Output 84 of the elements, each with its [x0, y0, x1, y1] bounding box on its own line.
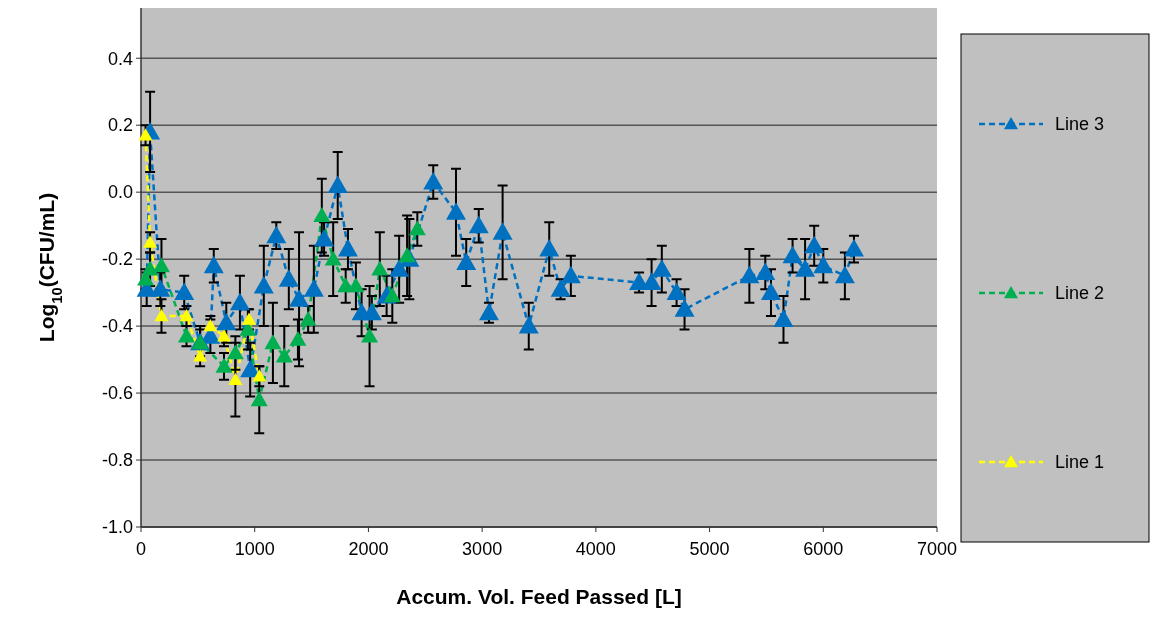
x-tick-label: 3000 — [462, 539, 503, 559]
point — [518, 316, 539, 334]
x-tick-label: 5000 — [689, 539, 730, 559]
point — [242, 312, 257, 325]
point — [468, 215, 489, 234]
point — [193, 349, 208, 362]
point — [179, 309, 194, 322]
y-tick-label: -0.2 — [101, 249, 133, 270]
point — [674, 299, 695, 317]
point — [289, 330, 307, 346]
point — [478, 302, 499, 321]
point — [177, 327, 195, 343]
point — [216, 312, 237, 331]
point — [174, 282, 195, 301]
point — [398, 247, 416, 263]
point — [203, 255, 224, 274]
point — [264, 334, 282, 350]
y-tick-label: 0.0 — [107, 182, 133, 203]
point — [299, 310, 317, 326]
point — [389, 259, 410, 277]
point — [560, 265, 581, 284]
point — [337, 239, 358, 257]
point — [843, 239, 864, 257]
point — [327, 175, 348, 193]
y-tick-label: -0.8 — [101, 450, 133, 471]
point — [278, 269, 299, 287]
point — [215, 357, 233, 373]
point — [324, 250, 342, 266]
point — [143, 235, 158, 248]
point — [813, 255, 834, 274]
point — [834, 265, 855, 284]
point — [361, 302, 382, 321]
x-tick-label: 7000 — [916, 539, 958, 559]
point — [228, 372, 243, 385]
point — [408, 220, 426, 236]
point — [739, 265, 760, 284]
point — [773, 309, 794, 327]
point — [550, 279, 571, 297]
legend-label: Line 1 — [1055, 452, 1105, 473]
point — [303, 279, 324, 297]
point — [361, 327, 379, 343]
point — [383, 287, 401, 303]
x-tick-label: 2000 — [348, 539, 389, 559]
y-tick-label: 0.2 — [107, 115, 133, 136]
point — [795, 259, 816, 277]
legend-label: Line 3 — [1055, 114, 1105, 135]
point — [141, 260, 159, 276]
point — [275, 347, 293, 363]
x-axis-title: Accum. Vol. Feed Passed [L] — [396, 585, 682, 608]
point — [217, 329, 232, 342]
point — [289, 289, 310, 307]
y-tick-label: 0.4 — [107, 48, 133, 69]
legend-label: Line 2 — [1055, 283, 1105, 304]
point — [782, 245, 803, 264]
point — [313, 207, 331, 222]
point — [760, 282, 781, 301]
point — [203, 319, 218, 332]
point — [666, 282, 687, 301]
point — [253, 275, 274, 294]
point — [804, 235, 825, 254]
point — [456, 252, 477, 270]
point — [314, 229, 335, 247]
x-tick-label: 4000 — [575, 539, 616, 559]
point — [252, 369, 267, 382]
y-tick-label: -1.0 — [101, 517, 133, 538]
point — [651, 259, 672, 277]
y-tick-label: -0.4 — [101, 316, 133, 337]
point — [492, 222, 513, 240]
point — [229, 292, 250, 311]
point — [154, 309, 169, 322]
x-tick-label: 6000 — [803, 539, 844, 559]
y-tick-label: -0.6 — [101, 383, 133, 404]
point — [755, 262, 776, 281]
point — [150, 279, 171, 297]
point — [445, 202, 466, 220]
point — [371, 260, 389, 276]
point — [266, 225, 287, 244]
point — [423, 172, 444, 190]
x-tick-label: 0 — [135, 539, 147, 559]
x-tick-label: 1000 — [234, 539, 275, 559]
point — [347, 277, 365, 293]
point — [539, 239, 560, 257]
point — [226, 344, 244, 360]
point — [250, 391, 268, 407]
